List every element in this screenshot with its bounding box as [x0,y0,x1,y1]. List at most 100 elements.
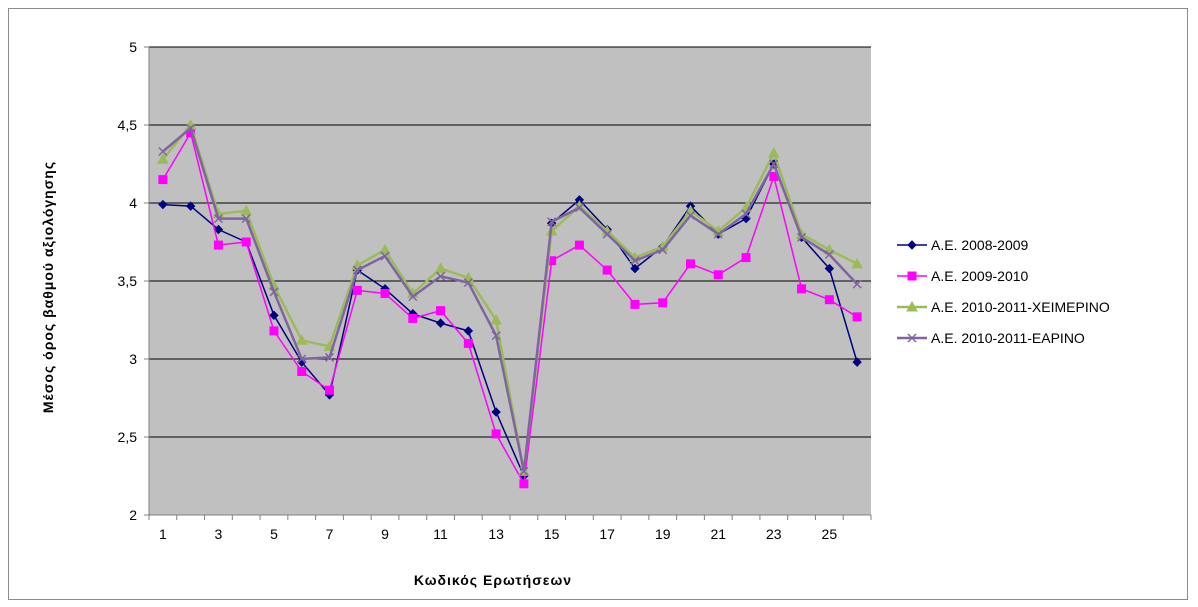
series-line [162,125,859,472]
data-point [797,284,807,294]
data-point-stroke [436,271,446,281]
data-point-stroke [352,265,362,275]
y-tick-label: 2,5 [118,429,138,445]
x-tick-label: 9 [381,526,389,542]
data-point [602,229,612,239]
data-point [630,256,640,266]
x-tick-labels: 1 3 5 7 9 11 13 15 17 19 21 23 25 [159,526,837,542]
data-point-stroke [713,229,723,239]
data-point [574,203,584,213]
legend-label: Α.Ε. 2010-2011-ΧΕΙΜΕΡΙΝΟ [931,299,1110,315]
data-point-stroke [907,333,917,343]
data-point [186,123,196,133]
data-point-stroke [574,203,584,213]
series-line [162,130,858,487]
data-point [463,338,473,348]
data-point [491,331,501,341]
data-point-stroke [269,287,279,297]
data-point-stroke [241,214,251,224]
data-point-stroke [852,279,862,289]
legend-item-4: Α.Ε. 2010-2011-ΕΑΡΙΝΟ [897,330,1085,346]
data-point [408,313,418,323]
data-point [295,334,308,345]
data-point-stroke [797,232,807,242]
data-point [658,298,668,308]
legend-label: Α.Ε. 2010-2011-ΕΑΡΙΝΟ [931,330,1085,346]
line-chart: 22,533,544,55 1 3 5 7 9 11 13 15 17 19 21 23 25 Μέσο… [40,39,1110,588]
legend-label: Α.Ε. 2009-2010 [931,268,1029,284]
data-point-stroke [158,146,168,157]
data-point [519,479,529,489]
data-point [158,199,168,210]
legend-item-1: Α.Ε. 2008-2009 [897,237,1029,253]
data-point-stroke [380,251,390,261]
series-layer [157,118,863,489]
y-tick-labels: 2 2,5 3 3,5 4 4,5 5 [118,39,138,523]
data-point-stroke [324,352,335,362]
data-point [658,245,668,255]
data-point [269,326,279,336]
data-point [686,259,695,269]
legend-label: Α.Ε. 2008-2009 [931,237,1029,253]
x-tick-label: 15 [544,526,560,542]
data-point-stroke [213,214,223,224]
series-4 [158,123,862,476]
y-axis-title: Μέσος όρος βαθμού αξιολόγησης [40,161,56,413]
data-point [434,262,447,274]
data-point [630,299,640,309]
data-point [741,209,751,219]
y-tick-label: 5 [129,39,137,55]
data-point [324,352,335,362]
data-point [602,265,612,275]
data-point-stroke [685,210,696,221]
x-tick-label: 11 [433,526,448,542]
data-point [491,407,501,417]
x-tick-label: 13 [488,526,504,542]
data-point [769,159,779,169]
data-point-stroke [491,331,501,341]
data-point [574,240,584,250]
data-point [213,214,223,224]
y-tick-label: 3,5 [118,273,138,289]
data-point [379,243,391,255]
data-point [852,279,862,289]
data-point [157,153,169,164]
y-tick-label: 4 [129,195,137,211]
data-point-stroke [408,292,418,302]
data-point [490,313,502,325]
data-point [436,271,446,281]
x-tick-label: 5 [270,526,278,542]
series-line [162,162,858,479]
data-point [436,306,446,316]
chart-frame: 2 2,5 3 3,5 4 4,5 5 1 3 5 7 9 11 13 15 17 19 21 23 25 Μέσο… [8,8,1188,600]
data-point [408,292,418,302]
data-point [713,229,723,239]
data-point [325,385,334,395]
data-point [241,237,251,247]
y-tick-label: 3 [129,351,137,367]
axes [144,46,872,520]
data-point [158,175,168,185]
data-point [213,240,223,250]
x-tick-label: 21 [710,526,726,542]
data-point [741,253,751,263]
data-point [824,263,835,274]
data-point [185,201,196,211]
data-point [767,147,780,158]
series-2 [158,128,862,489]
data-point [491,429,501,439]
x-tick-label: 23 [766,526,782,542]
data-point [824,249,834,260]
data-point-stroke [547,217,557,227]
data-point [380,288,390,298]
data-point [852,312,862,322]
data-point-stroke [602,229,612,239]
data-point [797,232,807,242]
data-point [240,204,253,216]
data-point [241,214,251,224]
data-point [352,285,362,295]
data-point [269,287,279,297]
data-point [297,354,307,364]
data-point [519,466,529,476]
x-tick-label: 25 [822,526,838,542]
